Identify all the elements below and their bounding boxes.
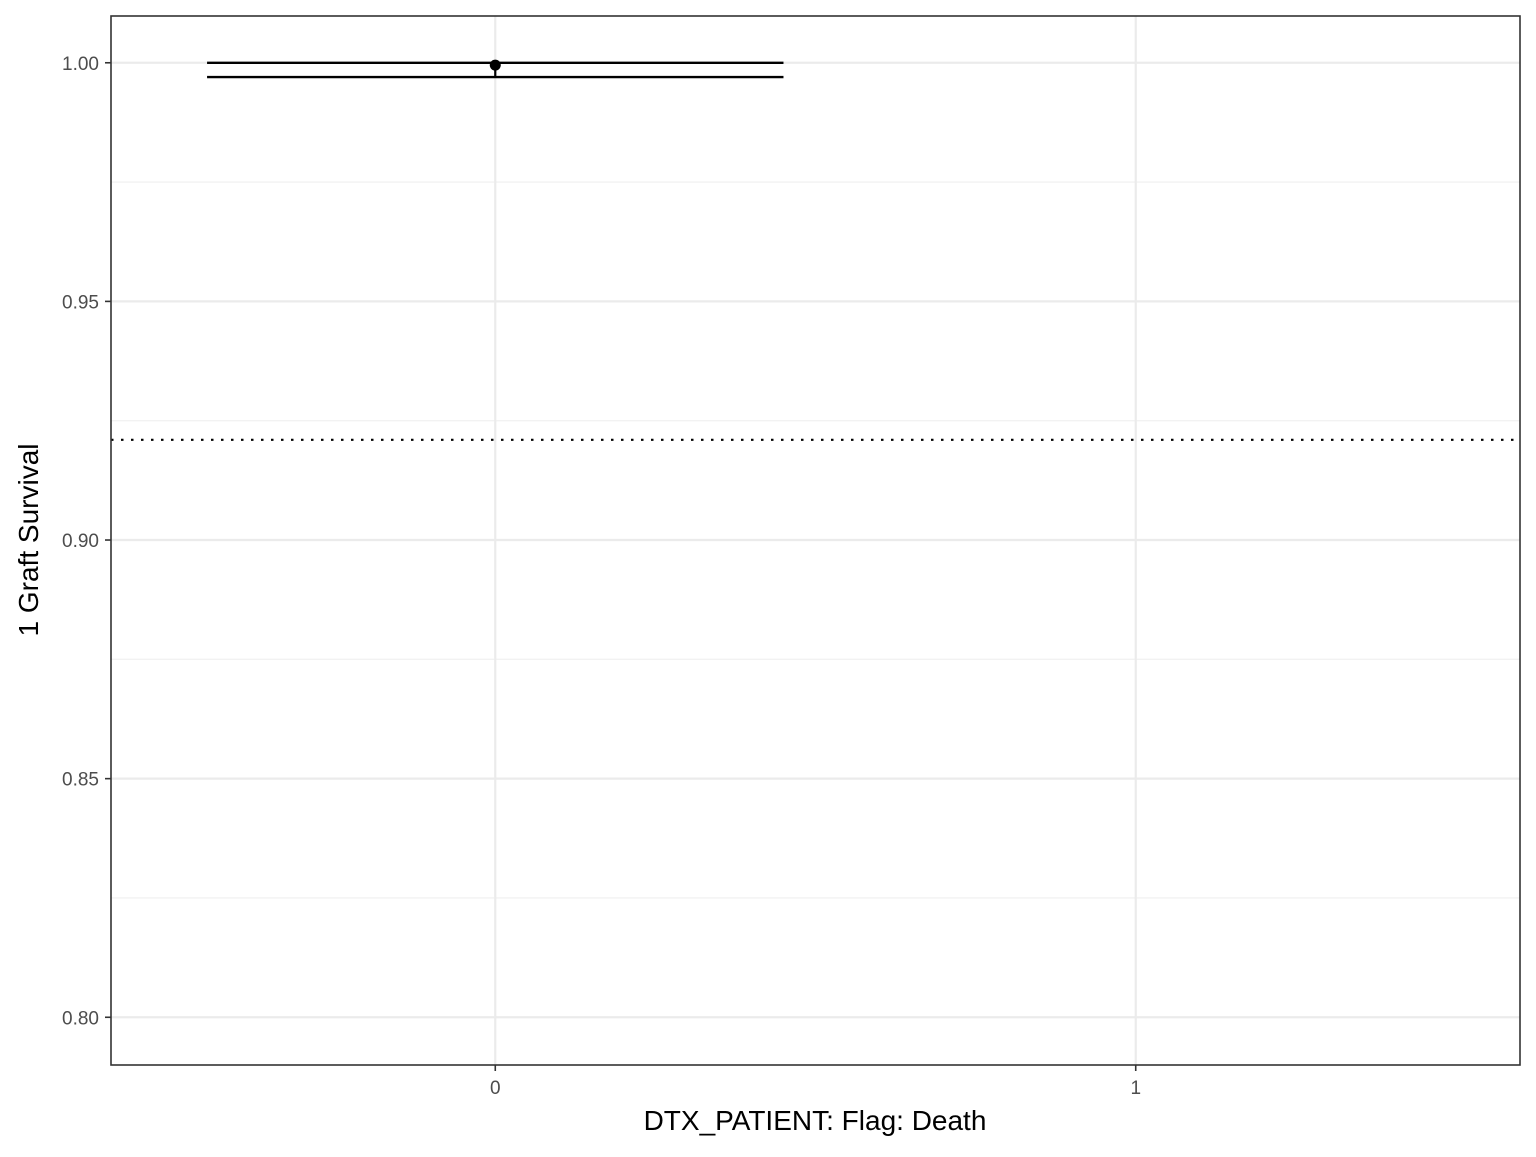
data-point: [489, 59, 501, 71]
data-marks: [111, 59, 1520, 441]
y-axis-title: 1 Graft Survival: [13, 444, 44, 637]
y-tick-label: 0.85: [62, 770, 99, 791]
plot-panel: [111, 16, 1520, 1065]
axes: 0.80 0.85 0.90 0.95 1.00 0 1: [62, 15, 1521, 1099]
y-tick-label: 0.80: [62, 1008, 99, 1029]
y-tick-label: 1.00: [62, 54, 99, 75]
y-tick-label: 0.95: [62, 292, 99, 313]
x-tick-label: 1: [1130, 1078, 1141, 1099]
y-tick-label: 0.90: [62, 531, 99, 552]
x-axis-title: DTX_PATIENT: Flag: Death: [644, 1105, 987, 1136]
x-tick-label: 0: [490, 1078, 501, 1099]
